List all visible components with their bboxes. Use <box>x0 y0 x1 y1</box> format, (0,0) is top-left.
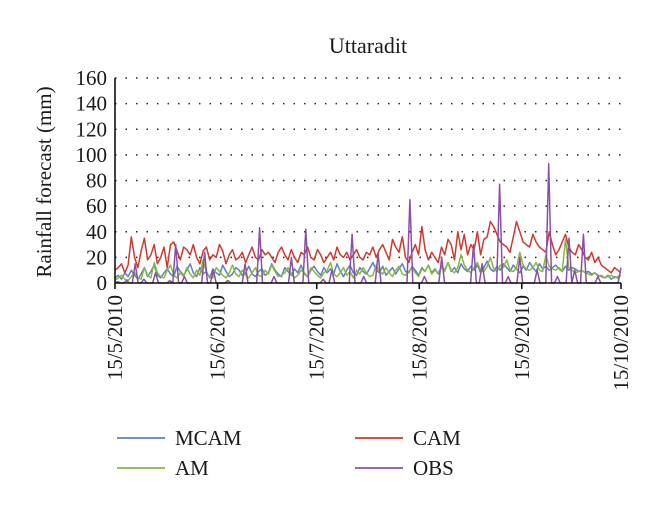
y-tick-label: 120 <box>76 117 108 141</box>
axes <box>114 78 622 289</box>
x-tick-label: 15/6/2010 <box>206 295 230 380</box>
y-tick-label: 0 <box>97 271 108 295</box>
y-tick-label: 100 <box>76 143 108 167</box>
series-line-am <box>114 238 622 282</box>
x-tick-label: 15/7/2010 <box>305 295 329 380</box>
y-axis-label: Rainfall forecast (mm) <box>32 86 56 277</box>
x-tick-label: 15/9/2010 <box>510 295 534 380</box>
x-tick-labels: 15/5/2010 15/6/2010 15/7/2010 15/8/2010 15/9… <box>103 295 633 391</box>
legend: MCAM CAM AM OBS <box>117 426 461 480</box>
legend-label-mcam: MCAM <box>175 426 242 450</box>
y-tick-label: 80 <box>86 169 107 193</box>
y-tick-label: 40 <box>86 220 107 244</box>
y-tick-label: 20 <box>86 245 107 269</box>
legend-label-obs: OBS <box>413 456 454 480</box>
chart-title: Uttaradit <box>329 33 407 58</box>
y-tick-label: 160 <box>76 66 108 90</box>
x-tick-label: 15/10/2010 <box>609 295 633 391</box>
series-line-cam <box>114 220 622 274</box>
x-tick-label: 15/5/2010 <box>103 295 127 380</box>
y-tick-label: 60 <box>86 194 107 218</box>
y-tick-label: 140 <box>76 92 108 116</box>
legend-label-am: AM <box>175 456 209 480</box>
grid-lines <box>115 77 621 259</box>
x-tick-label: 15/8/2010 <box>407 295 431 380</box>
series-line-mcam <box>114 260 622 280</box>
series-lines <box>114 163 622 284</box>
legend-label-cam: CAM <box>413 426 461 450</box>
